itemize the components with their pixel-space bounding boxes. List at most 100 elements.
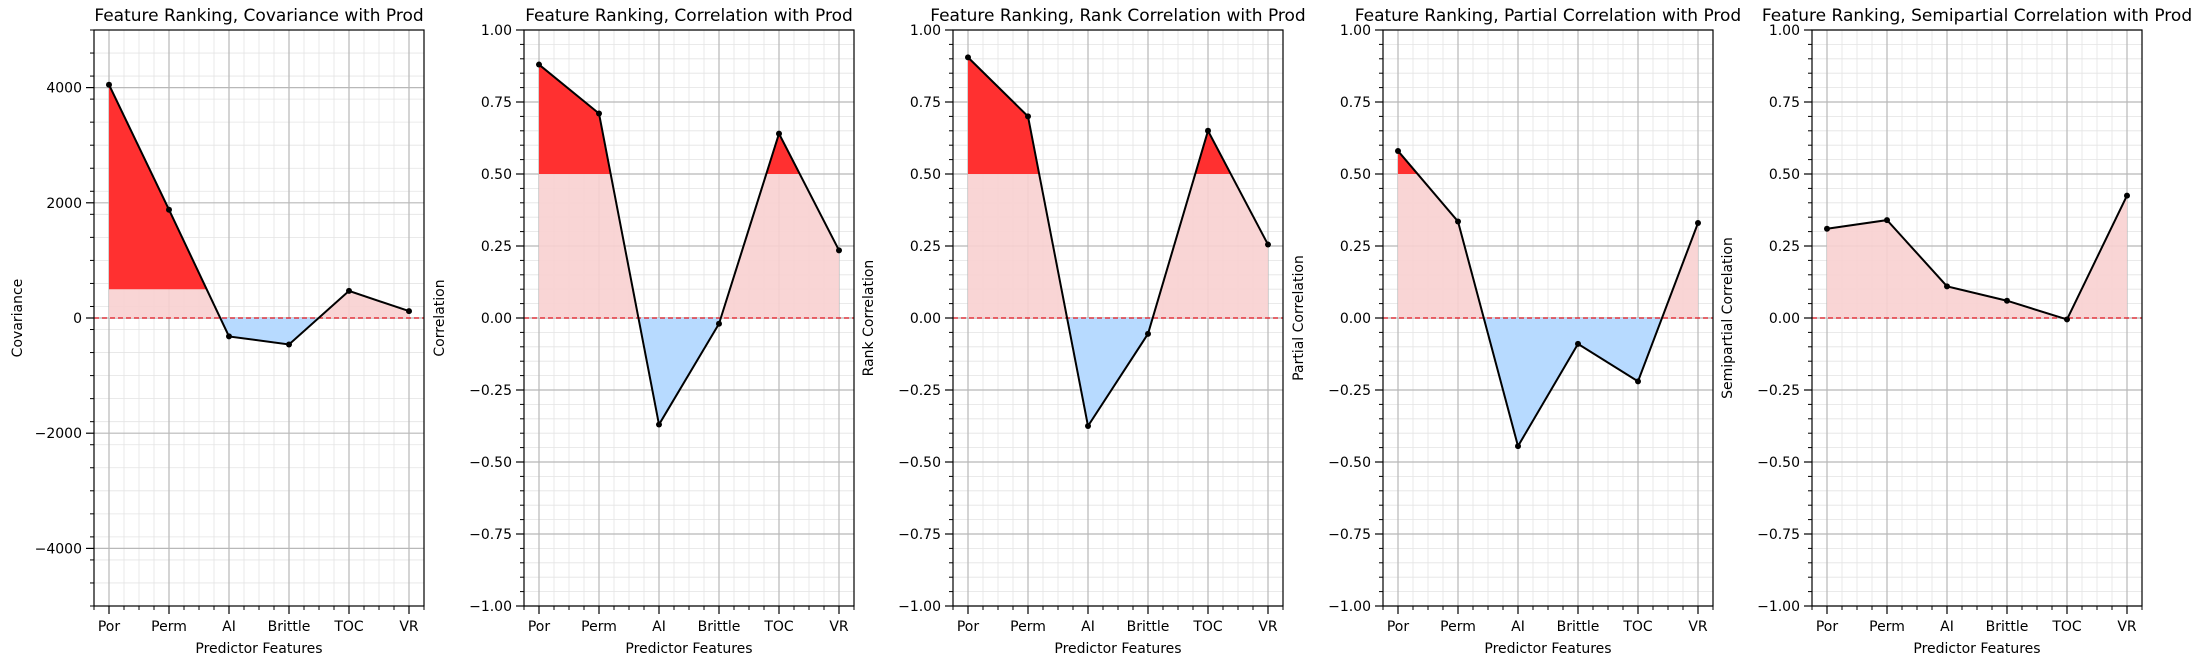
negative-area <box>1638 318 1698 382</box>
x-tick-label: Brittle <box>1127 619 1170 635</box>
y-tick-label: −0.50 <box>1328 455 1371 471</box>
chart-title: Feature Ranking, Partial Correlation wit… <box>1355 6 1741 26</box>
y-axis-label: Partial Correlation <box>1291 255 1307 381</box>
y-axis-label: Semipartial Correlation <box>1720 237 1736 399</box>
data-point <box>1635 378 1641 385</box>
negative-area <box>1088 318 1148 426</box>
data-point <box>286 341 292 348</box>
positive-area <box>599 113 659 319</box>
y-tick-label: 0.75 <box>481 95 512 111</box>
x-tick-label: VR <box>829 619 849 635</box>
x-tick-label: Por <box>1387 619 1410 635</box>
x-tick-label: TOC <box>333 619 364 635</box>
positive-area <box>169 209 229 318</box>
y-tick-label: −1.00 <box>898 599 941 615</box>
x-axis-label: Predictor Features <box>1484 641 1611 657</box>
positive-area <box>1148 130 1208 318</box>
data-point <box>1085 423 1091 429</box>
chart-title: Feature Ranking, Correlation with Prod <box>525 6 853 26</box>
x-tick-label: TOC <box>1622 619 1653 635</box>
x-tick-label: TOC <box>2051 619 2082 635</box>
high-importance-area <box>109 84 169 290</box>
data-point <box>2004 297 2010 304</box>
positive-area <box>1827 220 1887 318</box>
data-point <box>536 61 542 68</box>
x-axis-label: Predictor Features <box>625 641 752 657</box>
data-point <box>1944 283 1950 290</box>
high-importance-area <box>1028 116 1088 174</box>
x-tick-label: AI <box>1081 619 1095 635</box>
data-point <box>716 320 722 327</box>
y-tick-label: −0.75 <box>469 527 512 543</box>
series-line <box>967 56 1269 429</box>
negative-area <box>1518 318 1578 447</box>
x-axis-label: Predictor Features <box>1913 641 2040 657</box>
data-point <box>1824 225 1830 232</box>
positive-area <box>719 133 779 318</box>
y-tick-label: 2000 <box>46 196 82 212</box>
data-point <box>1515 443 1521 450</box>
data-point <box>1395 147 1401 154</box>
y-tick-label: −0.75 <box>898 527 941 543</box>
y-tick-label: 0.50 <box>1340 167 1371 183</box>
y-tick-label: 0 <box>73 311 82 327</box>
y-tick-label: −0.25 <box>1757 383 1800 399</box>
data-point <box>1205 127 1211 134</box>
data-point <box>1884 217 1890 224</box>
data-point <box>1145 330 1151 337</box>
y-tick-label: 0.50 <box>1769 167 1800 183</box>
positive-area <box>1458 221 1518 318</box>
chart-title: Feature Ranking, Covariance with Prod <box>94 6 423 26</box>
positive-area <box>1398 150 1458 318</box>
y-tick-label: 0.75 <box>1769 95 1800 111</box>
data-point <box>1695 219 1701 226</box>
y-axis-label: Covariance <box>10 279 26 358</box>
positive-area <box>1638 222 1698 318</box>
chart-panel-3: −1.00 −0.75 −0.50 −0.25 0.00 0.25 0.50 0.75 1.00… <box>861 6 1306 657</box>
high-importance-area <box>1398 150 1458 174</box>
data-point <box>2064 316 2070 323</box>
x-tick-label: Perm <box>1869 619 1905 635</box>
y-tick-label: 0.25 <box>1769 239 1800 255</box>
x-tick-label: Perm <box>581 619 617 635</box>
x-tick-label: VR <box>1258 619 1278 635</box>
x-axis-label: Predictor Features <box>195 641 322 657</box>
x-tick-label: AI <box>222 619 236 635</box>
chart-title: Feature Ranking, Semipartial Correlation… <box>1762 6 2192 26</box>
y-tick-label: 1.00 <box>1340 23 1371 39</box>
y-tick-label: 0.50 <box>481 167 512 183</box>
data-point <box>166 206 172 213</box>
y-tick-label: −1.00 <box>1757 599 1800 615</box>
y-tick-label: 0.75 <box>910 95 941 111</box>
positive-area <box>779 133 839 318</box>
data-point <box>2124 192 2130 199</box>
x-tick-label: TOC <box>763 619 794 635</box>
y-tick-label: −0.25 <box>469 383 512 399</box>
series-line <box>108 84 410 346</box>
x-tick-label: AI <box>1940 619 1954 635</box>
y-tick-label: −0.50 <box>1757 455 1800 471</box>
x-tick-label: Brittle <box>698 619 741 635</box>
y-tick-label: 0.00 <box>1769 311 1800 327</box>
chart-panel-2: −1.00 −0.75 −0.50 −0.25 0.00 0.25 0.50 0.75 1.00… <box>432 6 855 657</box>
x-tick-label: Brittle <box>268 619 311 635</box>
y-tick-label: −0.25 <box>898 383 941 399</box>
y-tick-label: −0.75 <box>1757 527 1800 543</box>
data-point <box>836 247 842 254</box>
data-point <box>656 421 662 428</box>
y-tick-label: 1.00 <box>1769 23 1800 39</box>
x-tick-label: Por <box>957 619 980 635</box>
y-tick-label: −4000 <box>35 541 82 557</box>
x-tick-label: Perm <box>1010 619 1046 635</box>
positive-area <box>2007 300 2067 318</box>
x-tick-label: Brittle <box>1986 619 2029 635</box>
negative-area <box>289 318 349 345</box>
y-tick-label: −0.50 <box>898 455 941 471</box>
high-importance-area <box>1148 130 1208 174</box>
y-tick-label: 0.25 <box>910 239 941 255</box>
y-tick-label: 0.00 <box>910 311 941 327</box>
x-tick-label: Por <box>528 619 551 635</box>
data-point <box>1575 340 1581 347</box>
chart-title: Feature Ranking, Rank Correlation with P… <box>930 6 1305 26</box>
